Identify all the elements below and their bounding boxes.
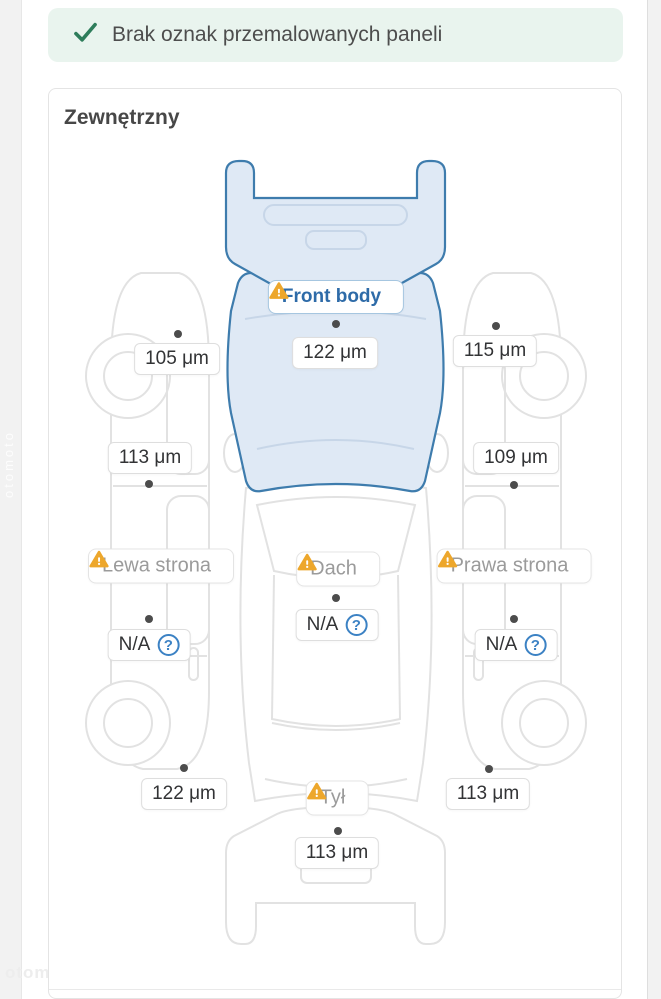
panel-chip-rear-label: Tył xyxy=(319,786,346,809)
panel-chip-right-side-label: Prawa strona xyxy=(450,554,569,577)
measure-dot-tailgate xyxy=(334,827,342,835)
status-banner: Brak oznak przemalowanych paneli xyxy=(48,8,623,62)
panel-chip-roof[interactable]: Dach xyxy=(296,551,380,587)
front-bumper-panel[interactable] xyxy=(224,159,447,297)
value-front-left-fender: 105 μm xyxy=(134,343,220,375)
measure-dot-rear-left xyxy=(180,764,188,772)
measure-dot-hood xyxy=(332,320,340,328)
value-rear-left-text: 122 μm xyxy=(152,783,216,804)
value-right-side-na: N/A ? xyxy=(474,629,558,661)
value-roof-na: N/A ? xyxy=(295,609,379,641)
value-rear-right-text: 113 μm xyxy=(456,783,520,804)
hood-panel[interactable] xyxy=(226,271,445,493)
front-body-highlight[interactable] xyxy=(224,159,447,493)
value-hood: 122 μm xyxy=(292,337,378,369)
panel-chip-front-body[interactable]: Front body xyxy=(267,280,405,314)
panel-chip-left-side-label: Lewa strona xyxy=(102,554,211,577)
question-icon[interactable]: ? xyxy=(524,634,547,656)
measure-dot-roof xyxy=(332,594,340,602)
value-tailgate: 113 μm xyxy=(294,837,380,869)
value-left-door-text: 113 μm xyxy=(118,447,182,468)
value-right-front-door: 109 μm xyxy=(473,442,559,474)
roof-outline xyxy=(270,574,402,727)
value-rear-right-fender: 113 μm xyxy=(445,778,531,810)
car-paint-diagram: Front body 122 μm 105 μm 115 μm 113 μm 1… xyxy=(49,151,623,951)
exterior-card: Zewnętrzny xyxy=(48,88,622,999)
value-front-left-text: 105 μm xyxy=(145,348,209,369)
value-right-door-text: 109 μm xyxy=(484,447,548,468)
value-left-front-door: 113 μm xyxy=(107,442,193,474)
panel-chip-roof-label: Dach xyxy=(310,557,357,580)
status-banner-text: Brak oznak przemalowanych paneli xyxy=(112,23,443,46)
vertical-watermark: otomoto xyxy=(1,430,16,498)
measure-dot-left-side xyxy=(145,615,153,623)
measure-dot-front-left xyxy=(174,330,182,338)
panel-chip-front-body-label: Front body xyxy=(281,286,382,307)
panel-chip-right-side[interactable]: Prawa strona xyxy=(436,548,592,584)
value-left-side-na: N/A ? xyxy=(107,629,191,661)
question-icon[interactable]: ? xyxy=(345,614,368,636)
value-rear-left-fender: 122 μm xyxy=(141,778,227,810)
measure-dot-rear-right xyxy=(485,765,493,773)
measure-dot-right-door xyxy=(510,481,518,489)
measure-dot-left-door xyxy=(145,480,153,488)
value-left-side-na-text: N/A xyxy=(118,634,151,655)
panel-chip-left-side[interactable]: Lewa strona xyxy=(88,548,234,584)
card-title: Zewnętrzny xyxy=(64,106,180,129)
measure-dot-right-side xyxy=(510,615,518,623)
question-icon[interactable]: ? xyxy=(157,634,180,656)
check-icon xyxy=(72,19,99,51)
left-door-handle xyxy=(188,647,199,681)
value-hood-text: 122 μm xyxy=(303,342,367,363)
value-front-right-fender: 115 μm xyxy=(452,335,538,367)
card-divider xyxy=(49,989,621,990)
value-tailgate-text: 113 μm xyxy=(305,842,369,863)
panel-chip-rear[interactable]: Tył xyxy=(305,780,369,816)
value-roof-na-text: N/A xyxy=(306,614,339,635)
rear-bumper-outline xyxy=(225,805,446,945)
value-right-side-na-text: N/A xyxy=(485,634,518,655)
measure-dot-front-right xyxy=(492,322,500,330)
value-front-right-text: 115 μm xyxy=(463,340,527,361)
